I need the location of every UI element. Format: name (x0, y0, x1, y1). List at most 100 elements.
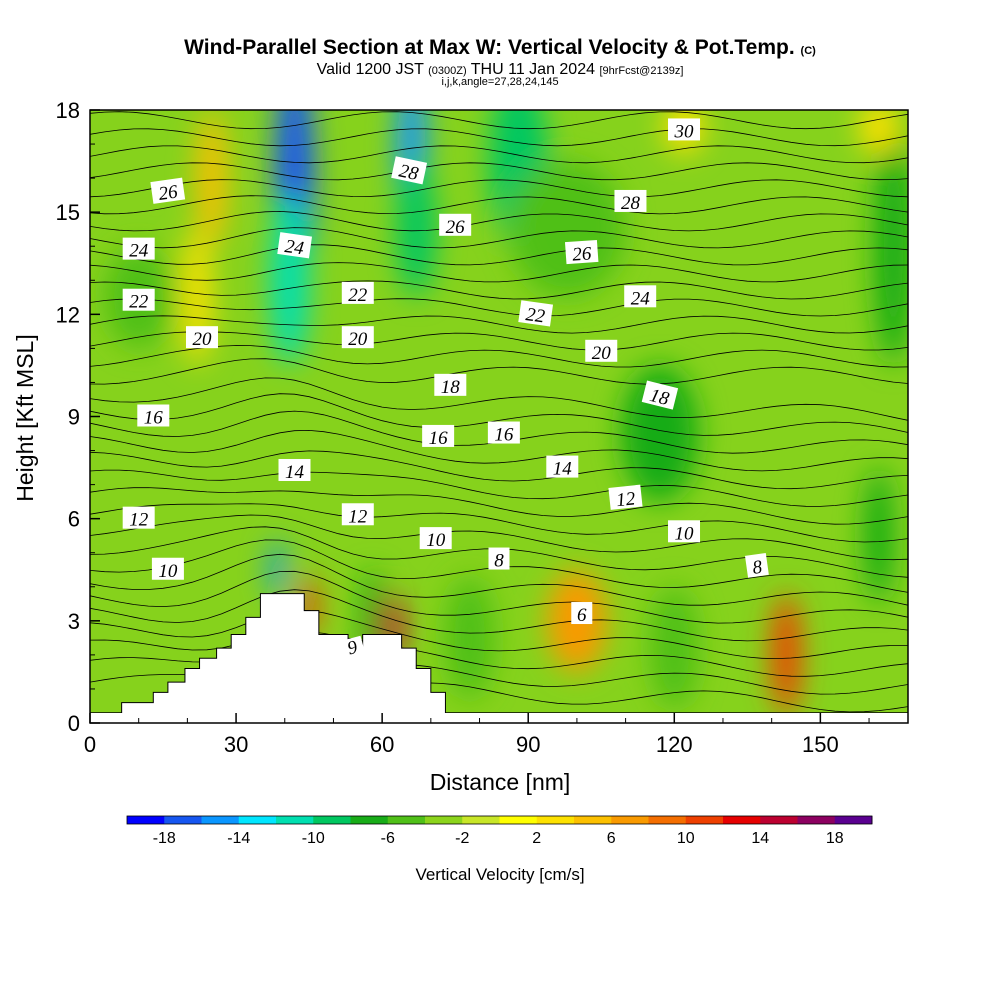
isentrope-label-19: 16 (487, 421, 520, 446)
colorbar-border (126, 815, 873, 825)
isentrope-label-text: 22 (524, 304, 546, 328)
colorbar-swatch-15 (685, 816, 724, 824)
colorbar-tick-6: 6 (607, 830, 616, 847)
isentrope-label-5: 26 (564, 239, 599, 266)
isentrope-label-24: 12 (608, 484, 643, 511)
colorbar-swatch-9 (462, 816, 500, 824)
isentrope-label-6: 24 (122, 237, 155, 262)
isentrope-21 (90, 315, 908, 334)
isentrope-label-box (439, 213, 472, 236)
isentrope-label-box (391, 156, 428, 185)
isentrope-label-text: 16 (429, 428, 449, 449)
y-tick-label-15: 15 (56, 200, 80, 225)
isentrope-label-26: 10 (419, 527, 452, 551)
isentrope-label-text: 20 (592, 343, 612, 364)
velocity-cell-14 (197, 110, 227, 247)
isentrope-13 (90, 450, 908, 490)
isentrope-label-box (151, 557, 184, 580)
isentrope-label-text: 10 (426, 530, 446, 551)
colorbar-swatch-17 (760, 816, 798, 824)
x-tick-label-60: 60 (370, 732, 394, 757)
isentrope-label-box (744, 552, 769, 578)
isentrope-label-27: 10 (668, 520, 701, 544)
isentrope-label-box (585, 339, 618, 362)
isentrope-label-box (564, 239, 599, 265)
isentrope-label-box (122, 506, 155, 529)
isentrope-3 (90, 609, 908, 660)
chart-subtitle: Valid 1200 JST (0300Z) THU 11 Jan 2024 [… (0, 61, 1000, 79)
isentrope-32 (90, 128, 908, 147)
isentrope-label-text: 26 (572, 243, 593, 265)
isentrope-label-30: 6 (571, 602, 593, 626)
y-tick-label-9: 9 (68, 405, 80, 430)
isentrope-label-11: 22 (518, 300, 554, 328)
isentrope-31 (90, 145, 908, 164)
isentrope-label-box (422, 424, 455, 447)
isentrope-label-10: 22 (341, 281, 374, 306)
isentrope-9 (90, 514, 908, 561)
isentrope-label-box (185, 326, 218, 349)
isentrope-label-text: 20 (192, 329, 212, 350)
isentrope-label-box (488, 547, 510, 570)
isentrope-4 (90, 589, 908, 642)
isentrope-label-box (150, 177, 186, 204)
isentrope-label-text: 14 (285, 462, 305, 483)
colorbar-tick--6: -6 (381, 830, 395, 847)
isentrope-25 (90, 244, 908, 266)
colorbar-swatch-16 (723, 816, 761, 824)
velocity-cell-7 (445, 576, 495, 700)
isentrope-label-box (614, 189, 647, 212)
isentrope-label-29: 8 (744, 552, 769, 579)
y-axis-label: Height [Kft MSL] (12, 334, 38, 501)
isentrope-label-text: 20 (348, 329, 368, 350)
isentrope-label-2: 28 (614, 189, 647, 214)
isentrope-label-text: 12 (615, 488, 637, 511)
isentrope-label-box (641, 380, 679, 410)
isentrope-label-text: 26 (157, 181, 179, 205)
isentrope-22 (90, 298, 908, 317)
isentrope-label-text: 30 (674, 121, 695, 142)
velocity-cell-12 (649, 586, 699, 710)
isentrope-label-box (277, 232, 313, 259)
isentrope-33 (90, 111, 908, 130)
isentrope-label-8: 24 (624, 285, 657, 309)
isentrope-label-text: 12 (129, 510, 149, 531)
isentrope-label-box (571, 602, 593, 625)
isentrope-label-box (668, 118, 701, 141)
isentrope-label-box (419, 527, 452, 550)
y-tick-label-6: 6 (68, 507, 80, 532)
isentrope-label-box (122, 237, 155, 260)
colorbar-swatch-10 (499, 816, 538, 824)
colorbar-swatch-1 (164, 816, 202, 824)
isentrope-24 (90, 262, 908, 283)
isentrope-14 (90, 429, 908, 472)
colorbar-swatch-4 (276, 816, 314, 824)
isentrope-label-28: 8 (488, 547, 510, 572)
y-tick-label-3: 3 (68, 609, 80, 634)
colorbar-swatch-0 (127, 816, 165, 824)
x-axis: 0 30 60 90 120 150 (84, 713, 870, 757)
isentrope-5 (90, 570, 908, 624)
velocity-cell-13 (508, 161, 626, 298)
isentrope-label-text: 6 (577, 605, 587, 626)
isentrope-labels: 30 28 28 26 26 26 24 24 24 22 22 22 20 20 20 18 18 16 16 16… (122, 118, 769, 663)
colorbar-swatch-8 (425, 816, 463, 824)
isentrope-label-box (487, 421, 520, 444)
isentrope-label-box (122, 288, 155, 311)
isentrope-label-21: 14 (546, 455, 579, 480)
isentrope-27 (90, 210, 908, 232)
velocity-cell-21 (859, 110, 899, 155)
isentrope-label-text: 24 (129, 241, 149, 262)
colorbar: -18 -14 -10 -6 -2 2 6 10 14 18 (126, 815, 873, 847)
isentrope-label-text: 26 (446, 217, 466, 238)
isentrope-26 (90, 227, 908, 249)
isentrope-label-13: 20 (341, 326, 374, 350)
chart-params: i,j,k,angle=27,28,24,145 (441, 76, 559, 88)
colorbar-swatch-2 (201, 816, 240, 824)
isentrope-label-14: 20 (585, 339, 618, 364)
isentrope-label-22: 12 (122, 506, 155, 531)
isentrope-label-23: 12 (341, 503, 374, 527)
isentrope-label-3: 26 (150, 177, 186, 205)
isentrope-lines (90, 111, 908, 713)
isentrope-label-text: 28 (621, 193, 641, 214)
